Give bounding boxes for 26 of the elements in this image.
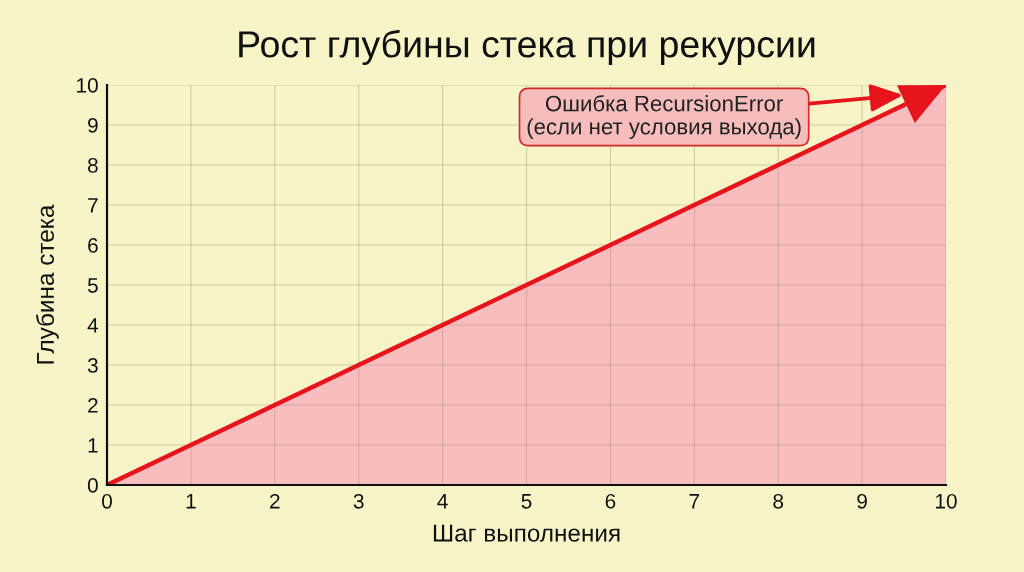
x-tick-label: 0 <box>102 493 112 509</box>
y-tick-label: 6 <box>88 238 98 253</box>
y-tick-label: 8 <box>87 158 98 173</box>
x-tick-label: 7 <box>689 494 700 509</box>
x-axis-title: Шаг выполнения <box>433 524 620 542</box>
y-axis-title: Глубина стека <box>35 204 59 364</box>
y-tick-label: 1 <box>88 438 98 453</box>
chart-title: Рост глубины стека при рекурсии <box>239 29 815 65</box>
y-tick-label: 0 <box>87 478 98 493</box>
x-tick-label: 10 <box>936 493 957 509</box>
x-tick-label: 6 <box>605 493 616 509</box>
y-tick-label: 3 <box>87 358 98 373</box>
y-tick-label: 7 <box>88 198 98 213</box>
y-tick-label: 4 <box>87 318 99 333</box>
annotation: Ошибка RecursionError (если нет условия выхода) <box>527 94 801 139</box>
x-tick-label: 3 <box>353 493 364 509</box>
y-tick-label: 9 <box>88 118 98 133</box>
x-tick-label: 8 <box>773 493 784 509</box>
x-tick-label: 2 <box>270 493 280 509</box>
x-tick-label: 9 <box>857 493 867 509</box>
y-tick-label: 10 <box>77 78 98 93</box>
x-tick-label: 4 <box>437 494 448 509</box>
x-tick-label: 1 <box>186 494 196 509</box>
x-tick-label: 5 <box>521 494 532 509</box>
y-tick-label: 5 <box>87 278 98 293</box>
y-tick-label: 2 <box>88 398 98 413</box>
